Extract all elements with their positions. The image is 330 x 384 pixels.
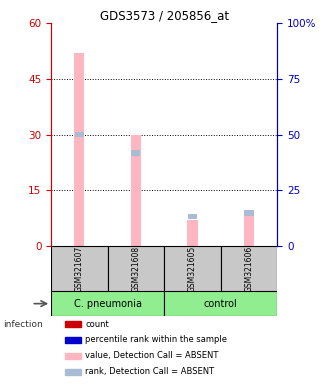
Text: GSM321606: GSM321606 [245, 245, 253, 292]
Bar [188, 214, 197, 219]
Text: value, Detection Call = ABSENT: value, Detection Call = ABSENT [85, 351, 218, 361]
Bar [65, 369, 81, 375]
Text: percentile rank within the sample: percentile rank within the sample [85, 336, 227, 344]
Bar [75, 132, 84, 137]
Bar [221, 246, 277, 291]
Bar [245, 210, 253, 215]
Bar [187, 220, 198, 246]
Text: GSM321608: GSM321608 [131, 245, 141, 291]
Text: count: count [85, 319, 109, 329]
Bar [164, 291, 277, 316]
Text: GSM321605: GSM321605 [188, 245, 197, 292]
Text: control: control [204, 299, 238, 309]
Bar [65, 321, 81, 327]
Bar [108, 246, 164, 291]
Bar [244, 217, 254, 246]
Bar [65, 353, 81, 359]
Text: C. pneumonia: C. pneumonia [74, 299, 142, 309]
Bar [65, 337, 81, 343]
Text: rank, Detection Call = ABSENT: rank, Detection Call = ABSENT [85, 367, 214, 376]
Bar [131, 135, 141, 246]
Bar [51, 246, 108, 291]
Bar [51, 291, 164, 316]
Text: infection: infection [3, 320, 43, 329]
Title: GDS3573 / 205856_at: GDS3573 / 205856_at [100, 9, 229, 22]
Bar [164, 246, 221, 291]
Text: GSM321607: GSM321607 [75, 245, 84, 292]
Bar [131, 151, 141, 156]
Bar [74, 53, 84, 246]
